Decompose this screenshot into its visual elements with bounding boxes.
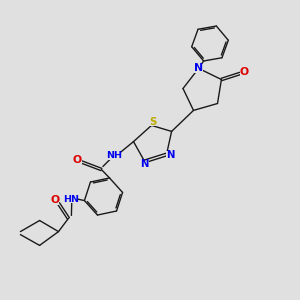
Text: N: N: [194, 63, 203, 74]
Bar: [65, 195, 77, 203]
Bar: [194, 64, 203, 73]
Text: O: O: [50, 195, 59, 206]
Text: O: O: [73, 154, 82, 165]
Bar: [140, 160, 149, 168]
Bar: [73, 157, 82, 164]
Bar: [240, 68, 249, 76]
Bar: [146, 118, 157, 126]
Text: N: N: [140, 159, 149, 170]
Text: N: N: [166, 149, 174, 160]
Text: O: O: [240, 67, 249, 77]
Text: HN: HN: [63, 195, 79, 204]
Text: NH: NH: [106, 151, 122, 160]
Bar: [50, 197, 59, 205]
Bar: [166, 151, 175, 158]
Text: S: S: [149, 117, 157, 128]
Bar: [108, 151, 120, 160]
